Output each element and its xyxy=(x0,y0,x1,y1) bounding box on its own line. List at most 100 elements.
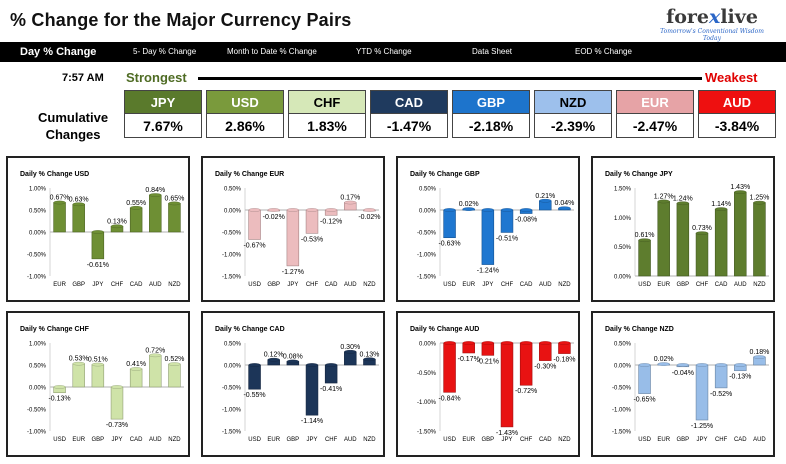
bar-top xyxy=(715,363,728,367)
y-tick-label: -1.00% xyxy=(612,408,632,414)
data-label: -0.04% xyxy=(672,370,694,377)
y-tick-label: -0.50% xyxy=(27,408,47,414)
currency-code: EUR xyxy=(617,91,693,114)
data-label: 1.43% xyxy=(730,184,750,191)
category-label: EUR xyxy=(267,437,280,443)
y-tick-label: -1.00% xyxy=(222,253,242,259)
bar-top xyxy=(715,207,728,211)
bar xyxy=(695,232,709,277)
chart-panel-7: Daily % Change NZD 0.50% 0.00% -0.50% -1.00%… xyxy=(591,311,775,457)
currency-box-jpy: JPY 7.67% xyxy=(124,90,202,138)
bar-top xyxy=(363,357,376,362)
currency-box-aud: AUD -3.84% xyxy=(698,90,776,138)
data-label: -1.14% xyxy=(301,418,323,425)
bar-top xyxy=(462,207,475,211)
chart-panel-1: Daily % Change EUR 0.50% 0.00% -0.50% -1.00%… xyxy=(201,156,385,302)
bar-top xyxy=(72,361,85,366)
bar-top xyxy=(520,341,533,345)
data-label: -0.65% xyxy=(633,397,655,404)
category-label: USD xyxy=(638,437,651,443)
cumulative-change-value: 7.67% xyxy=(143,118,183,134)
data-label: -0.63% xyxy=(438,241,460,248)
y-tick-label: -0.50% xyxy=(222,231,242,237)
y-tick-label: 0.00% xyxy=(419,209,437,215)
chart-title: Daily % Change JPY xyxy=(605,171,673,178)
tab-day-change[interactable]: Day % Change xyxy=(20,46,97,58)
data-label: 0.18% xyxy=(749,349,769,356)
bar xyxy=(305,209,319,234)
data-label: 0.12% xyxy=(264,352,284,359)
category-label: AUD xyxy=(539,282,552,288)
data-label: -0.08% xyxy=(515,217,537,224)
category-label: USD xyxy=(443,282,456,288)
bar-chart: Daily % Change USD 1.00% 0.50% 0.00% -0.50% -… xyxy=(20,171,184,288)
currency-code: AUD xyxy=(699,91,775,114)
y-tick-label: 1.00% xyxy=(29,187,47,193)
bar-top xyxy=(267,208,280,212)
data-label: 0.55% xyxy=(126,200,146,207)
data-label: 1.27% xyxy=(654,193,674,200)
bar-top xyxy=(363,208,376,212)
category-label: GBP xyxy=(72,282,85,288)
data-label: 0.02% xyxy=(654,356,674,363)
weakest-label: Weakest xyxy=(705,70,758,85)
currency-code: NZD xyxy=(535,91,611,114)
bar xyxy=(676,202,690,277)
bar-top xyxy=(695,363,709,367)
data-label: -0.13% xyxy=(48,396,70,403)
bar xyxy=(129,207,143,233)
y-tick-label: -1.00% xyxy=(417,253,437,259)
data-label: 0.13% xyxy=(107,218,127,225)
bar xyxy=(286,209,300,267)
category-label: GBP xyxy=(677,437,690,443)
bar-top xyxy=(539,198,552,203)
y-tick-label: 0.50% xyxy=(419,187,437,193)
data-label: 0.21% xyxy=(535,193,555,200)
bar xyxy=(638,239,651,277)
bar-top xyxy=(91,230,104,234)
bar-top xyxy=(53,200,66,205)
bar xyxy=(481,342,495,356)
category-label: AUD xyxy=(344,437,357,443)
tab-data-sheet[interactable]: Data Sheet xyxy=(472,47,513,56)
tab-month-to-date-change[interactable]: Month to Date % Change xyxy=(227,47,317,56)
data-label: -0.13% xyxy=(729,374,751,381)
category-label: JPY xyxy=(287,282,298,288)
bar-top xyxy=(305,208,319,212)
currency-box-eur: EUR -2.47% xyxy=(616,90,694,138)
y-tick-label: 0.00% xyxy=(29,386,47,392)
y-tick-label: -1.00% xyxy=(417,400,437,406)
tab-ytd-change[interactable]: YTD % Change xyxy=(356,47,412,56)
data-label: -0.41% xyxy=(320,386,342,393)
data-label: 0.61% xyxy=(635,232,655,239)
forexlive-logo[interactable]: forexlive Tomorrow's Conventional Wisdom… xyxy=(652,6,772,42)
bar-top xyxy=(695,231,709,235)
category-label: NZD xyxy=(558,437,571,443)
y-tick-label: 0.50% xyxy=(224,342,242,348)
tab-5-day-change[interactable]: 5- Day % Change xyxy=(133,47,197,56)
currency-box-gbp: GBP -2.18% xyxy=(452,90,530,138)
ranking-line xyxy=(198,77,702,80)
currency-box-nzd: NZD -2.39% xyxy=(534,90,612,138)
chart-panel-3: Daily % Change JPY 1.50% 1.00% 0.50% 0.00% 0.… xyxy=(591,156,775,302)
category-label: EUR xyxy=(657,437,670,443)
data-label: 0.13% xyxy=(359,351,379,358)
bar-top xyxy=(443,208,456,212)
tab-eod-change[interactable]: EOD % Change xyxy=(575,47,632,56)
timestamp: 7:57 AM xyxy=(62,72,104,84)
cumulative-change-value: -2.18% xyxy=(468,118,514,134)
y-tick-label: -1.00% xyxy=(27,275,47,281)
y-tick-label: -1.50% xyxy=(222,275,242,281)
currency-box-chf: CHF 1.83% xyxy=(288,90,366,138)
bar-top xyxy=(753,200,766,205)
cumulative-changes-label: Cumulative Changes xyxy=(38,109,108,143)
chart-title: Daily % Change EUR xyxy=(215,171,284,178)
data-label: -0.53% xyxy=(301,236,323,243)
bar xyxy=(714,208,728,277)
data-label: -1.27% xyxy=(282,269,304,276)
category-label: CHF xyxy=(520,437,533,443)
data-label: 1.24% xyxy=(673,195,693,202)
y-tick-label: 1.50% xyxy=(614,187,632,193)
data-label: 1.14% xyxy=(711,201,731,208)
y-tick-label: -0.50% xyxy=(612,386,632,392)
